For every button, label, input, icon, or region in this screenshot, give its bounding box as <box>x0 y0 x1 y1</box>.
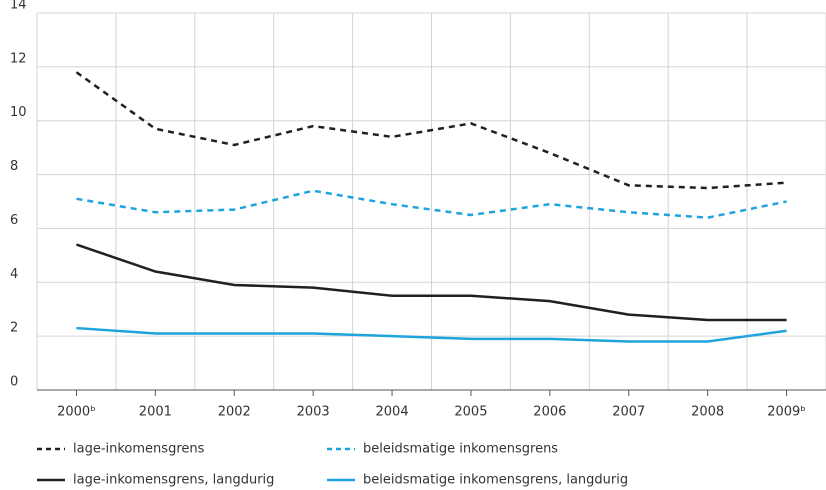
y-tick-label: 10 <box>10 105 27 120</box>
x-tick-label: 2008 <box>691 405 724 420</box>
y-tick-label: 6 <box>10 213 18 228</box>
series-line <box>76 243 787 322</box>
x-tick-label: 2009ᵇ <box>767 405 806 420</box>
x-tick-label: 2004 <box>376 405 409 420</box>
legend-label: beleidsmatige inkomensgrens, langdurig <box>363 473 628 488</box>
x-tick-label: 2006 <box>533 405 566 420</box>
y-tick-label: 14 <box>10 0 27 13</box>
series-line <box>76 189 787 219</box>
y-tick-label: 8 <box>10 159 18 174</box>
x-tick-label: 2000ᵇ <box>57 405 96 420</box>
legend-label: lage-inkomensgrens <box>73 442 205 457</box>
x-tick-label: 2001 <box>139 405 172 420</box>
y-tick-label: 12 <box>10 51 27 66</box>
legend-label: beleidsmatige inkomensgrens <box>363 442 558 457</box>
series-line <box>75 71 787 190</box>
x-tick-label: 2003 <box>297 405 330 420</box>
x-tick-label: 2002 <box>218 405 251 420</box>
y-tick-label: 2 <box>10 321 18 336</box>
series-line <box>76 326 787 343</box>
y-tick-label: 4 <box>10 267 18 282</box>
y-tick-label: 0 <box>10 375 18 390</box>
x-tick-label: 2007 <box>612 405 645 420</box>
x-tick-label: 2005 <box>454 405 487 420</box>
legend-label: lage-inkomensgrens, langdurig <box>73 473 274 488</box>
